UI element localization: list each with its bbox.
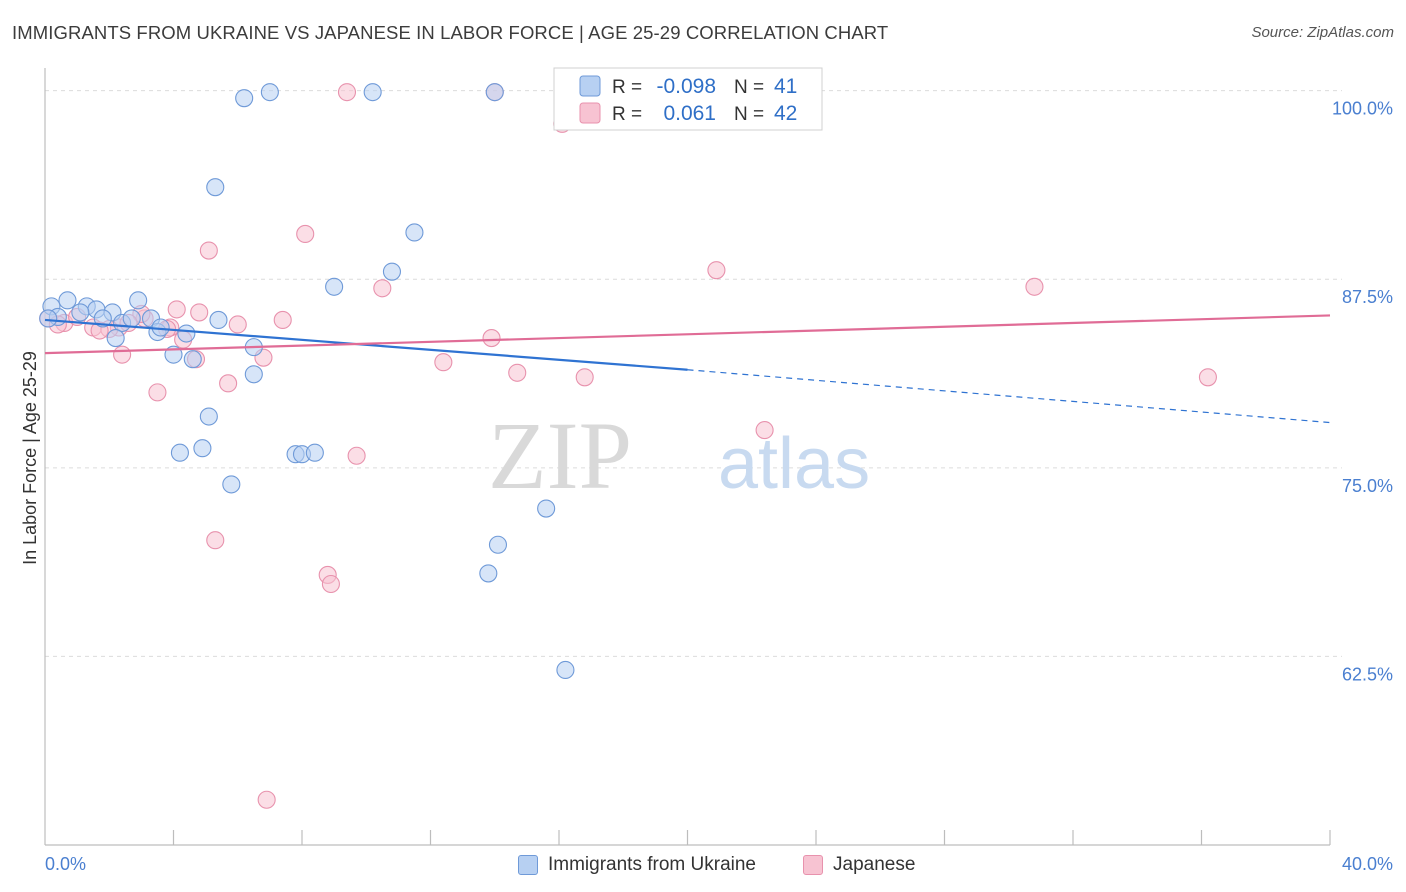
japanese-point	[1198, 368, 1217, 387]
ukraine-point	[206, 178, 225, 197]
japanese-point	[219, 374, 238, 393]
ukraine-point	[485, 83, 504, 102]
ukraine-point	[479, 564, 498, 583]
ukraine-point	[260, 83, 279, 102]
japanese-point	[434, 353, 453, 372]
ukraine-point	[235, 89, 254, 108]
japanese-point	[508, 363, 527, 382]
zipatlas-watermark: ZIP atlas	[488, 402, 870, 509]
legend-item-ukraine: Immigrants from Ukraine	[518, 852, 756, 878]
ukraine-point	[93, 309, 112, 328]
chart-title: IMMIGRANTS FROM UKRAINE VS JAPANESE IN L…	[12, 22, 889, 43]
legend-r-value-ukraine: -0.098	[656, 75, 716, 98]
legend-label-ukraine: Immigrants from Ukraine	[548, 854, 756, 875]
legend-n-value-ukraine: 41	[774, 75, 797, 98]
ukraine-trend-line	[44, 318, 688, 371]
ukraine-point	[537, 499, 556, 518]
japanese-point	[228, 315, 247, 334]
japanese-point	[296, 224, 315, 244]
japanese-point	[321, 574, 340, 594]
axes	[44, 68, 1330, 846]
japanese-point	[206, 531, 225, 550]
ukraine-points	[39, 83, 575, 680]
ukraine-point	[129, 291, 148, 310]
japanese-trend-line	[44, 314, 1331, 355]
ukraine-point	[177, 324, 196, 343]
x-tick-label-min: 0.0%	[45, 854, 86, 874]
y-tick-label: 100.0%	[1332, 99, 1393, 119]
y-tick-label: 87.5%	[1342, 287, 1393, 307]
ukraine-point	[244, 365, 263, 384]
japanese-point	[113, 345, 132, 364]
legend-swatch-japanese	[803, 855, 823, 875]
watermark-zip: ZIP	[488, 402, 632, 509]
x-axis-ticks	[172, 830, 1331, 845]
y-tick-label: 75.0%	[1342, 476, 1393, 496]
japanese-point	[755, 421, 774, 440]
ukraine-trend-extension	[687, 369, 1331, 424]
x-axis-tick-labels: 0.0% 40.0%	[45, 854, 1393, 874]
japanese-point	[148, 383, 167, 402]
japanese-point	[482, 329, 501, 348]
japanese-point	[337, 83, 357, 102]
legend-n-label-japanese: N =	[734, 104, 764, 125]
legend-label-japanese: Japanese	[833, 854, 916, 875]
japanese-point	[167, 300, 186, 319]
ukraine-point	[193, 439, 212, 458]
legend-swatch-japanese	[579, 102, 601, 124]
source-label: Source: ZipAtlas.com	[1251, 24, 1394, 41]
japanese-point	[273, 310, 292, 330]
ukraine-point	[209, 310, 228, 330]
ukraine-point	[325, 277, 344, 296]
ukraine-point	[382, 262, 402, 281]
ukraine-point	[556, 660, 575, 680]
y-tick-label: 62.5%	[1342, 664, 1393, 684]
ukraine-point	[199, 407, 218, 426]
japanese-point	[347, 446, 366, 465]
y-axis-label: In Labor Force | Age 25-29	[20, 351, 40, 565]
watermark-atlas: atlas	[718, 424, 870, 504]
legend-n-value-japanese: 42	[774, 102, 797, 125]
japanese-point	[190, 303, 209, 322]
ukraine-point	[58, 291, 77, 310]
japanese-point	[1025, 277, 1044, 296]
series-legend: Immigrants from Ukraine Japanese	[0, 852, 1406, 878]
ukraine-point	[405, 223, 424, 242]
ukraine-point	[363, 83, 382, 102]
legend-swatch-ukraine	[518, 855, 538, 875]
legend-item-japanese: Japanese	[803, 852, 915, 878]
japanese-point	[257, 790, 276, 809]
ukraine-point	[39, 309, 58, 328]
legend-r-label-japanese: R =	[612, 104, 642, 125]
legend-r-value-japanese: 0.061	[663, 102, 716, 125]
ukraine-point	[488, 535, 508, 554]
japanese-point	[199, 241, 218, 260]
y-axis-tick-labels: 62.5% 75.0% 87.5% 100.0%	[1332, 99, 1393, 685]
legend-r-label-ukraine: R =	[612, 77, 642, 98]
legend-swatch-ukraine	[579, 75, 601, 97]
correlation-legend: R = -0.098 N = 41 R = 0.061 N = 42	[553, 67, 823, 131]
ukraine-point	[222, 475, 241, 494]
legend-n-label-ukraine: N =	[734, 77, 764, 98]
x-tick-label-max: 40.0%	[1342, 854, 1393, 874]
grid-lines	[45, 90, 1342, 657]
trend-lines	[44, 314, 1331, 424]
ukraine-point	[305, 443, 324, 462]
japanese-point	[373, 279, 392, 298]
japanese-point	[575, 368, 594, 387]
japanese-point	[707, 261, 726, 280]
ukraine-point	[170, 443, 189, 462]
ukraine-point	[71, 303, 90, 322]
ukraine-point	[106, 329, 125, 348]
ukraine-point	[122, 309, 141, 328]
ukraine-point	[183, 350, 202, 369]
